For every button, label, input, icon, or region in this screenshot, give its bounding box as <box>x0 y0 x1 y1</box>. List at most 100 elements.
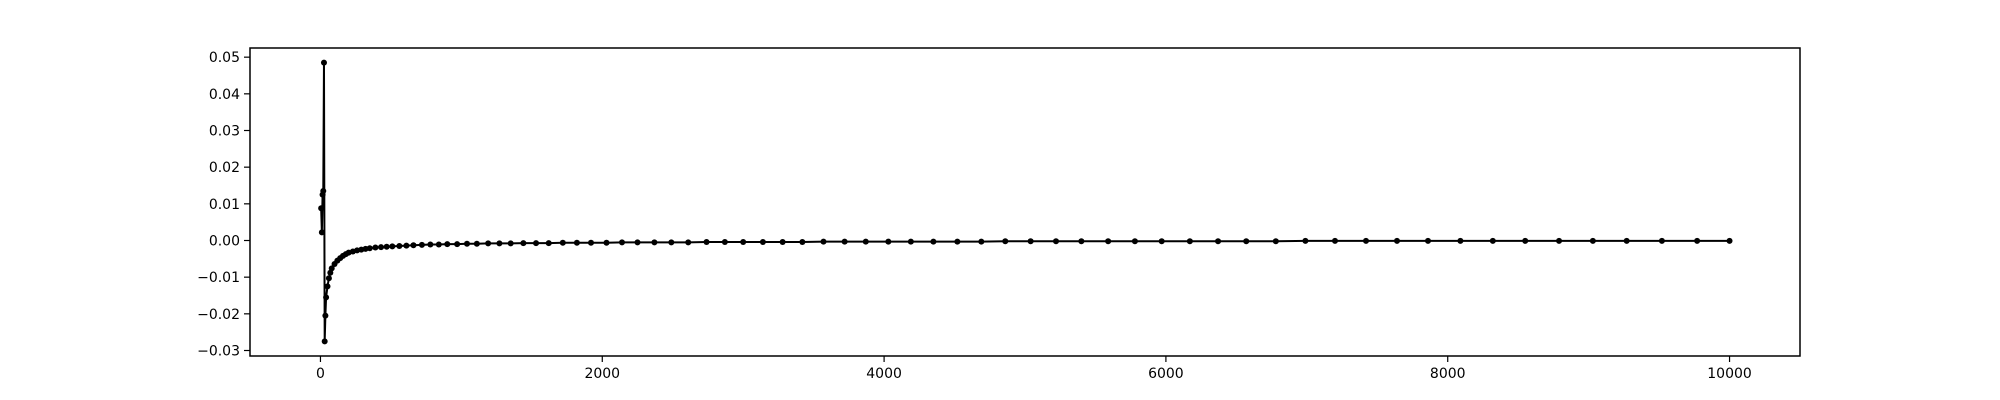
data-point <box>321 338 328 345</box>
data-point <box>454 241 461 248</box>
x-tick-label: 2000 <box>584 366 620 382</box>
data-point <box>651 239 658 246</box>
y-tick-label: 0.00 <box>209 234 240 250</box>
data-point <box>533 240 540 247</box>
data-point <box>1131 238 1138 245</box>
data-point <box>1394 237 1400 244</box>
data-point <box>496 240 503 247</box>
y-tick-label: −0.02 <box>197 307 240 323</box>
data-point <box>378 244 385 251</box>
data-point <box>954 238 961 245</box>
data-point <box>1243 238 1250 245</box>
data-point <box>366 245 373 252</box>
data-point <box>473 240 480 247</box>
data-point <box>1002 238 1009 245</box>
data-point <box>324 283 331 290</box>
data-point <box>1186 238 1193 245</box>
data-point <box>573 239 580 246</box>
data-point <box>1053 238 1059 245</box>
data-point <box>1658 237 1665 244</box>
data-point <box>862 238 869 245</box>
data-point <box>799 238 806 245</box>
data-point <box>634 239 641 246</box>
data-point <box>721 238 728 245</box>
data-point <box>1694 237 1701 244</box>
x-tick-label: 8000 <box>1430 366 1466 382</box>
y-tick-label: 0.05 <box>209 50 240 66</box>
data-point <box>820 238 827 245</box>
data-point <box>328 265 335 272</box>
data-point <box>1332 237 1338 244</box>
data-point <box>545 240 552 247</box>
data-point <box>318 229 325 236</box>
data-point <box>1726 237 1733 244</box>
data-point <box>588 239 594 246</box>
data-point <box>320 59 327 66</box>
plot-frame <box>249 47 1801 357</box>
data-point <box>1457 237 1464 244</box>
data-point <box>464 240 470 247</box>
data-point <box>485 240 492 247</box>
data-point <box>427 241 434 248</box>
data-point <box>759 238 766 245</box>
data-point <box>703 238 710 245</box>
data-point <box>318 205 325 212</box>
y-tick-label: 0.01 <box>209 197 240 213</box>
data-point <box>323 294 330 301</box>
x-tick-label: 10000 <box>1707 366 1752 382</box>
data-point <box>1105 238 1112 245</box>
x-tick-label: 6000 <box>1148 366 1184 382</box>
data-point <box>1027 238 1034 245</box>
data-point <box>841 238 848 245</box>
data-point <box>619 239 625 246</box>
data-point <box>1078 238 1085 245</box>
data-point <box>1215 238 1222 245</box>
data-point <box>1623 237 1630 244</box>
data-point <box>1425 237 1431 244</box>
data-point <box>1363 237 1369 244</box>
y-tick-label: −0.03 <box>197 344 240 360</box>
data-point <box>1302 237 1309 244</box>
data-point <box>603 239 610 246</box>
data-point <box>520 240 527 247</box>
y-axis-ticks: −0.03 −0.02 −0.01 0.00 0.01 0.02 0.03 0.04 0.05 <box>197 50 250 360</box>
data-point <box>444 241 451 248</box>
y-tick-label: 0.04 <box>209 87 240 103</box>
data-point <box>907 238 914 245</box>
data-point <box>1556 237 1563 244</box>
data-point <box>396 243 403 249</box>
data-point <box>685 239 692 246</box>
data-point <box>435 241 442 248</box>
y-tick-label: −0.01 <box>197 270 240 286</box>
data-point <box>1272 238 1279 245</box>
series-points <box>318 59 1733 345</box>
plot-area <box>250 48 1800 356</box>
data-point <box>322 312 329 319</box>
data-point <box>930 238 937 245</box>
x-tick-label: 4000 <box>866 366 902 382</box>
x-axis-ticks: 0 2000 4000 6000 8000 10000 <box>316 356 1752 382</box>
data-point <box>389 243 396 250</box>
data-point <box>403 242 410 249</box>
data-point <box>740 238 747 245</box>
data-point <box>1489 237 1496 244</box>
data-point <box>779 238 786 245</box>
data-point <box>418 241 425 248</box>
data-point <box>885 238 892 245</box>
y-tick-label: 0.02 <box>209 160 240 176</box>
data-point <box>507 240 514 247</box>
data-point <box>668 239 675 246</box>
x-tick-label: 0 <box>316 366 325 382</box>
data-point <box>1522 237 1529 244</box>
data-point <box>372 244 379 251</box>
data-point <box>383 243 390 250</box>
data-point <box>1158 238 1165 245</box>
data-point <box>1589 237 1596 244</box>
data-point <box>978 238 985 245</box>
data-point <box>410 242 417 249</box>
data-point <box>320 188 327 194</box>
y-tick-label: 0.03 <box>209 124 240 140</box>
data-point <box>325 275 332 282</box>
